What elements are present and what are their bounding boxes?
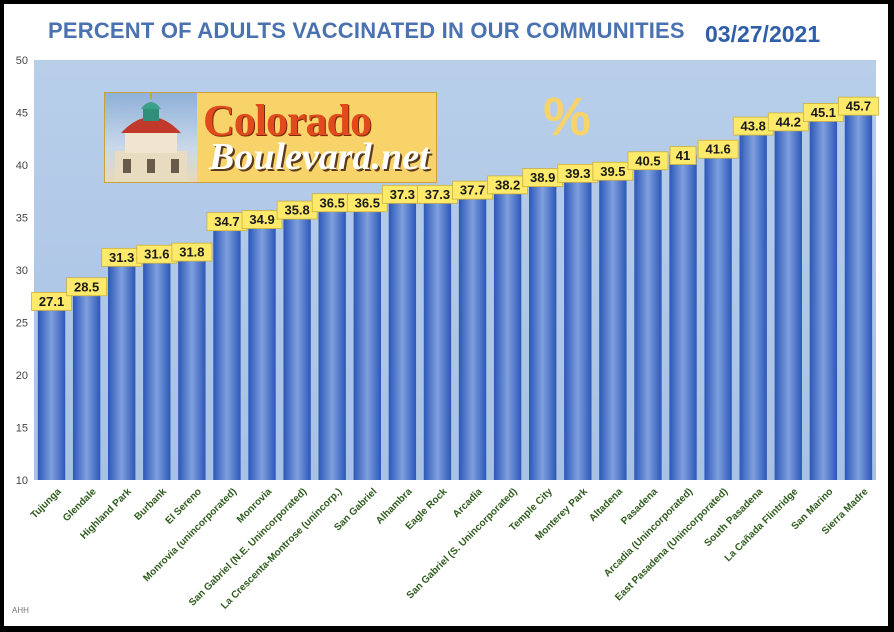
y-tick-label: 40 — [16, 160, 28, 172]
bar — [809, 111, 838, 480]
bar — [72, 285, 101, 480]
data-label: 31.8 — [179, 245, 204, 260]
y-tick-label: 35 — [16, 213, 28, 225]
data-label: 43.8 — [741, 119, 766, 134]
data-label-box — [697, 139, 739, 159]
data-label: 31.3 — [109, 250, 134, 265]
logo-text-boulevard: Boulevard.net — [209, 136, 430, 178]
date-label: 03/27/2021 — [705, 21, 821, 47]
data-label: 45.7 — [846, 99, 871, 114]
bar — [458, 189, 487, 480]
bar — [37, 300, 66, 480]
data-label: 37.7 — [460, 183, 485, 198]
bar — [739, 125, 767, 480]
data-label: 41 — [676, 148, 690, 163]
x-category-label: Tujunga — [29, 486, 64, 521]
data-label: 27.1 — [39, 294, 64, 309]
y-tick-label: 15 — [16, 423, 28, 435]
x-category-label: Arcadia — [451, 486, 485, 520]
data-label-box — [241, 210, 283, 229]
data-label-box — [31, 292, 72, 311]
data-label: 40.5 — [635, 153, 660, 168]
bar — [178, 251, 206, 480]
bar — [423, 193, 452, 480]
y-tick-label: 50 — [16, 55, 28, 67]
bar — [213, 220, 241, 480]
data-label: 45.1 — [811, 105, 836, 120]
data-label: 36.5 — [320, 195, 345, 210]
author-credit: AHH — [12, 606, 29, 615]
bar — [143, 253, 171, 480]
y-tick-label: 25 — [16, 318, 28, 330]
data-label: 34.9 — [249, 212, 274, 227]
data-label: 36.5 — [355, 195, 380, 210]
bar — [529, 176, 557, 481]
data-label: 38.2 — [495, 177, 520, 192]
data-label-box — [838, 96, 879, 116]
bar — [108, 256, 136, 480]
data-label: 31.6 — [144, 247, 169, 262]
data-label: 34.7 — [214, 214, 239, 229]
data-label: 37.3 — [390, 187, 415, 202]
bar — [599, 170, 627, 480]
data-label-box — [171, 242, 213, 262]
data-label: 39.3 — [565, 166, 590, 181]
page-title: PERCENT OF ADULTS VACCINATED IN OUR COMM… — [48, 18, 685, 43]
data-label: 28.5 — [74, 279, 99, 294]
data-label-box — [66, 277, 108, 297]
logo-text-colorado: Colorado — [203, 96, 372, 145]
y-tick-label: 45 — [16, 108, 28, 120]
bar — [318, 201, 346, 480]
y-tick-label: 20 — [16, 370, 28, 382]
bar — [774, 120, 802, 481]
data-label: 37.3 — [425, 187, 450, 202]
data-label: 35.8 — [284, 203, 309, 218]
city-hall-dome-image — [105, 93, 197, 182]
bar — [564, 172, 592, 480]
percent-symbol: % — [543, 87, 592, 147]
bar — [353, 201, 381, 480]
data-label-box — [669, 146, 697, 165]
bar — [283, 209, 311, 480]
colorado-boulevard-logo: Colorado Boulevard.net — [104, 92, 437, 183]
bar — [669, 154, 697, 480]
bar — [248, 218, 276, 481]
data-label-box — [767, 112, 809, 132]
y-tick-label: 10 — [16, 475, 28, 487]
bar — [388, 193, 417, 480]
bar — [844, 105, 873, 481]
bars-group — [37, 102, 873, 481]
bar — [634, 159, 662, 480]
x-category-label: Burbank — [132, 486, 169, 523]
data-label-box — [627, 151, 669, 171]
data-label-box — [592, 161, 634, 181]
data-label: 41.6 — [705, 142, 730, 157]
data-label: 39.5 — [600, 164, 625, 179]
y-tick-label: 30 — [16, 265, 28, 277]
data-label: 44.2 — [776, 114, 801, 129]
data-label: 38.9 — [530, 170, 555, 185]
bar — [493, 183, 522, 480]
bar — [704, 148, 732, 480]
data-labels-group: 27.1 28.5 31.3 31.6 31.8 34.7 34.9 35.8 36.5 36.5… — [31, 96, 879, 311]
y-axis: 10 15 20 25 30 35 40 45 50 — [16, 55, 28, 487]
